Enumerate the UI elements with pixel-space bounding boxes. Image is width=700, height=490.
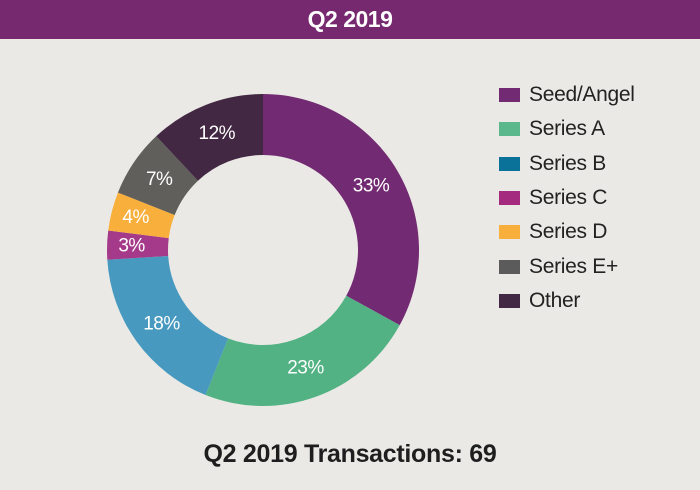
slice-label: 3% bbox=[118, 235, 145, 256]
legend-item-series-b: Series B bbox=[499, 147, 635, 181]
slice-label: 12% bbox=[199, 123, 236, 144]
donut-slice-series-e bbox=[117, 136, 198, 216]
legend-swatch bbox=[499, 88, 520, 103]
donut-slice-series-a bbox=[205, 295, 400, 406]
chart-title: Q2 2019 bbox=[307, 6, 393, 32]
slice-label: 7% bbox=[146, 169, 173, 190]
donut-slice-seed-angel bbox=[263, 94, 419, 326]
legend-swatch bbox=[499, 122, 520, 137]
legend-label: Series C bbox=[529, 186, 608, 210]
legend-label: Series B bbox=[529, 151, 606, 175]
legend-swatch bbox=[499, 293, 520, 308]
legend-swatch bbox=[499, 259, 520, 274]
donut-slice-other bbox=[156, 94, 263, 181]
donut-slice-series-d bbox=[108, 192, 175, 239]
legend-item-seed-angel: Seed/Angel bbox=[499, 78, 635, 112]
legend: Seed/Angel Series A Series B Series C Se… bbox=[499, 78, 635, 318]
chart-title-bar: Q2 2019 bbox=[0, 0, 700, 39]
slice-label: 23% bbox=[287, 358, 324, 379]
legend-item-series-e-plus: Series E+ bbox=[499, 249, 635, 283]
legend-label: Series D bbox=[529, 220, 608, 244]
slice-label: 18% bbox=[143, 313, 180, 334]
legend-item-other: Other bbox=[499, 284, 635, 318]
legend-label: Series E+ bbox=[529, 254, 618, 278]
donut-slice-series-c bbox=[107, 230, 169, 260]
transactions-summary: Q2 2019 Transactions: 69 bbox=[203, 440, 497, 468]
donut-slice-series-b bbox=[107, 255, 229, 396]
legend-label: Seed/Angel bbox=[529, 83, 635, 107]
legend-label: Series A bbox=[529, 117, 605, 141]
legend-swatch bbox=[499, 225, 520, 240]
legend-swatch bbox=[499, 156, 520, 171]
legend-item-series-a: Series A bbox=[499, 112, 635, 146]
legend-swatch bbox=[499, 191, 520, 206]
legend-label: Other bbox=[529, 288, 581, 312]
slice-label: 33% bbox=[353, 176, 390, 197]
slice-label: 4% bbox=[122, 207, 149, 228]
legend-item-series-d: Series D bbox=[499, 215, 635, 249]
legend-item-series-c: Series C bbox=[499, 181, 635, 215]
